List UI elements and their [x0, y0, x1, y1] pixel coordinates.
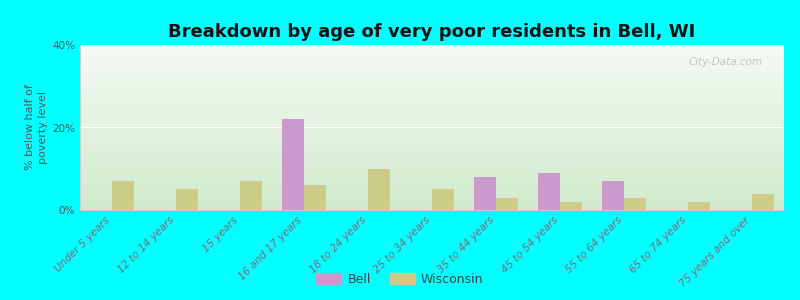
Bar	[560, 202, 582, 210]
Y-axis label: % below half of
poverty level: % below half of poverty level	[25, 85, 48, 170]
Bar	[752, 194, 774, 210]
Bar	[474, 177, 496, 210]
Bar	[624, 198, 646, 210]
Title: Breakdown by age of very poor residents in Bell, WI: Breakdown by age of very poor residents …	[168, 23, 696, 41]
Bar	[602, 181, 624, 210]
Bar	[240, 181, 262, 210]
Text: City-Data.com: City-Data.com	[689, 56, 763, 67]
Bar	[496, 198, 518, 210]
Bar	[176, 189, 198, 210]
Bar	[538, 173, 560, 210]
Bar	[112, 181, 134, 210]
Bar	[688, 202, 710, 210]
Bar	[304, 185, 326, 210]
Bar	[282, 119, 304, 210]
Legend: Bell, Wisconsin: Bell, Wisconsin	[311, 268, 489, 291]
Bar	[368, 169, 390, 210]
Bar	[432, 189, 454, 210]
